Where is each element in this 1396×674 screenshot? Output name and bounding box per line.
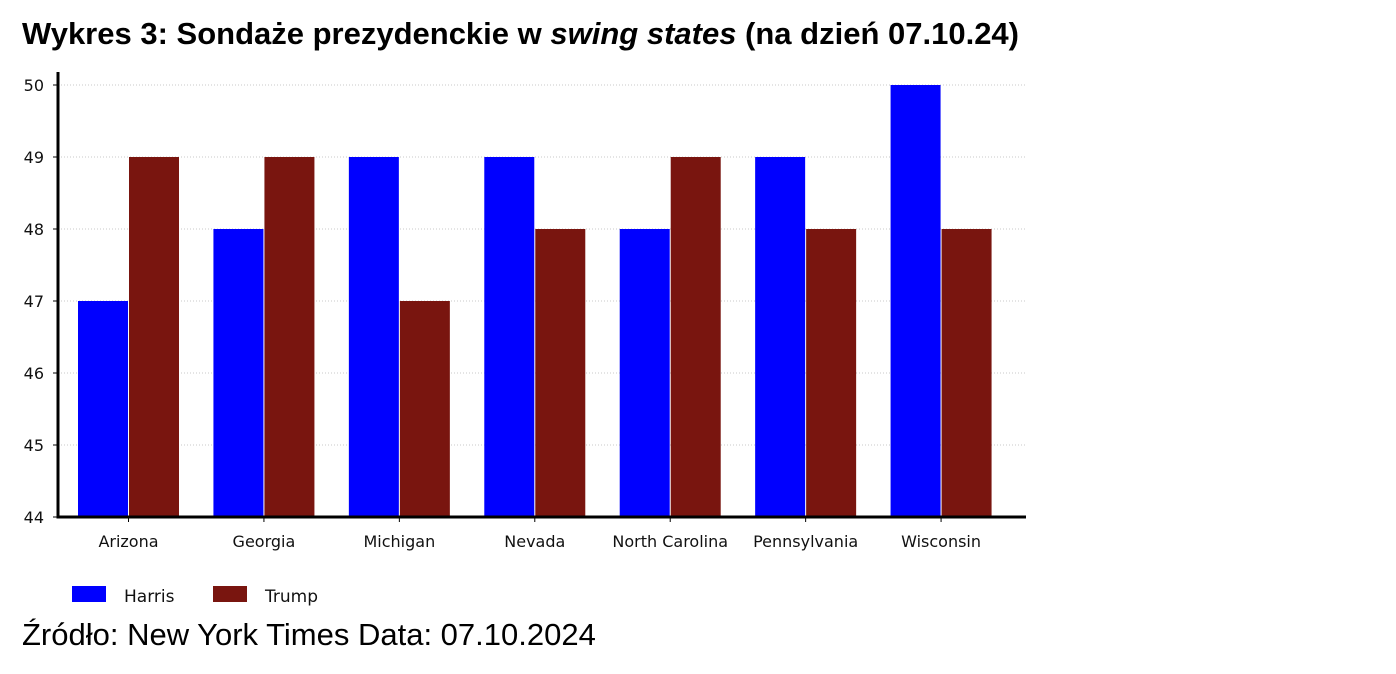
bar-trump	[535, 229, 586, 517]
chart-title: Wykres 3: Sondaże prezydenckie w swing s…	[22, 16, 1019, 52]
y-tick-label: 50	[24, 76, 44, 95]
bar-harris	[484, 157, 535, 517]
legend: Harris Trump	[72, 586, 318, 607]
x-tick-labels: Arizona Georgia Michigan Nevada North Caroli…	[98, 532, 981, 551]
bar-trump	[941, 229, 992, 517]
x-tick-label: Nevada	[504, 532, 565, 551]
bar-trump	[806, 229, 857, 517]
x-tick-label: Pennsylvania	[753, 532, 858, 551]
bar-trump	[264, 157, 315, 517]
legend-label-trump: Trump	[264, 587, 318, 607]
bar-trump	[129, 157, 179, 517]
legend-swatch-trump	[213, 586, 247, 602]
chart-title-suffix: (na dzień 07.10.24)	[736, 16, 1019, 51]
y-tick-labels: 44 45 46 47 48 49 50	[24, 76, 44, 527]
bar-harris	[755, 157, 806, 517]
y-tick-label: 49	[24, 148, 44, 167]
x-tick-label: Wisconsin	[901, 532, 981, 551]
bars	[78, 85, 992, 517]
chart-title-italic: swing states	[550, 16, 737, 51]
bar-trump	[399, 301, 450, 517]
y-tick-label: 47	[24, 292, 44, 311]
y-tick-label: 48	[24, 220, 44, 239]
x-tick-label: Michigan	[363, 532, 435, 551]
source-note: Źródło: New York Times Data: 07.10.2024	[22, 617, 596, 652]
chart-title-prefix: Wykres 3: Sondaże prezydenckie w	[22, 16, 551, 51]
axes	[53, 72, 1026, 522]
bar-harris	[78, 301, 128, 517]
y-tick-label: 44	[24, 508, 44, 527]
x-tick-label: North Carolina	[612, 532, 728, 551]
bar-harris	[890, 85, 941, 517]
x-tick-label: Arizona	[98, 532, 158, 551]
legend-label-harris: Harris	[124, 587, 175, 607]
bar-harris	[348, 157, 399, 517]
bar-harris	[619, 229, 670, 517]
bar-trump	[670, 157, 721, 517]
y-tick-label: 45	[24, 436, 44, 455]
legend-swatch-harris	[72, 586, 106, 602]
bar-harris	[213, 229, 264, 517]
x-tick-label: Georgia	[233, 532, 296, 551]
y-tick-label: 46	[24, 364, 44, 383]
